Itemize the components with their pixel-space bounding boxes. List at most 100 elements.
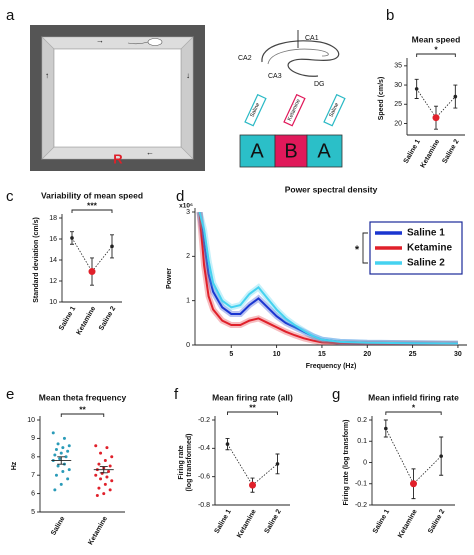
significance-bracket — [60, 413, 105, 417]
y-tick-label: 2 — [186, 253, 190, 260]
mean-point — [70, 236, 74, 240]
data-point — [110, 479, 114, 483]
syringe-label: Saline — [328, 102, 340, 118]
syringe — [244, 93, 267, 127]
mean-point — [453, 94, 458, 99]
data-point — [64, 455, 68, 459]
data-point — [67, 468, 71, 472]
y-tick-label: -0.4 — [198, 445, 210, 452]
series-line — [198, 212, 458, 345]
marker: R — [113, 151, 123, 166]
data-point — [59, 451, 63, 455]
y-tick-label: 18 — [49, 215, 57, 222]
x-axis-label: Frequency (Hz) — [306, 363, 357, 370]
arrow: ← — [146, 148, 154, 157]
y-tick-label: 0.2 — [357, 417, 367, 424]
panel-label: f — [174, 386, 179, 403]
y-tick-label: 6 — [31, 490, 35, 497]
x-tick-label: Ketamine — [76, 305, 98, 336]
data-point — [103, 458, 107, 462]
x-tick-label: Saline 2 — [98, 305, 117, 332]
legend-label: Ketamine — [407, 243, 452, 254]
data-point — [105, 446, 109, 450]
x-tick-label: Ketamine — [87, 515, 109, 546]
syringe — [283, 93, 306, 127]
x-tick-label: Saline 2 — [427, 508, 446, 535]
syringe — [323, 93, 346, 127]
y-axis-label: Hz — [11, 461, 18, 470]
series-line — [198, 212, 458, 345]
region-label: CA2 — [238, 55, 252, 62]
x-tick-label: Saline 2 — [264, 508, 283, 535]
mean-point — [414, 87, 419, 91]
y-tick-label: 10 — [49, 299, 57, 306]
chart-title: Mean theta frequency — [39, 392, 127, 402]
x-tick-label: 25 — [409, 351, 417, 358]
mean-point — [225, 442, 230, 446]
arena-edge — [41, 36, 55, 160]
significance-bracket — [385, 411, 442, 415]
y-tick-label: 3 — [186, 209, 190, 216]
syringes: Saline Ketamine Saline — [244, 93, 346, 127]
y-tick-label: 7 — [31, 472, 35, 479]
data-point — [99, 451, 103, 455]
phase-box — [306, 134, 343, 168]
region-label: CA3 — [268, 73, 282, 80]
data-point — [110, 455, 114, 459]
rat-tail — [127, 41, 149, 45]
y-tick-label: 0 — [363, 459, 367, 466]
chart-title: Mean firing rate (all) — [212, 392, 293, 402]
significance-bracket — [362, 232, 368, 264]
arena-edge — [41, 36, 194, 50]
data-point — [102, 492, 106, 496]
x-tick-label: Saline 1 — [403, 138, 422, 165]
data-point — [103, 482, 107, 486]
y-tick-label: 30 — [394, 82, 402, 89]
chart-title: Mean speed — [412, 34, 461, 44]
multiplier: x10⁶ — [179, 203, 193, 210]
y-axis-label: (log transformed) — [186, 434, 193, 492]
data-point — [97, 486, 101, 490]
x-tick-label: 15 — [318, 351, 326, 358]
y-axis-label: Firing rate — [178, 445, 185, 479]
significance-bracket — [227, 411, 278, 415]
data-point — [58, 457, 62, 461]
arrow: ↑ — [45, 71, 49, 80]
y-tick-label: 8 — [31, 454, 35, 461]
data-point — [99, 477, 103, 481]
x-tick-label: 5 — [229, 351, 233, 358]
x-tick-label: Saline 1 — [372, 508, 391, 535]
mean-point — [439, 454, 443, 458]
x-tick-label: Saline 1 — [214, 508, 233, 535]
data-point — [66, 449, 70, 453]
data-point — [67, 444, 71, 448]
annotation: ** — [249, 402, 256, 412]
mean-point — [110, 244, 114, 249]
panel-label: b — [386, 7, 394, 24]
data-point — [56, 464, 60, 468]
y-tick-label: 20 — [394, 120, 402, 127]
x-tick-label: Saline 2 — [441, 138, 460, 165]
mean-point — [384, 426, 388, 431]
y-tick-label: -0.2 — [198, 417, 210, 424]
error-bar — [57, 456, 66, 465]
y-tick-label: -0.8 — [198, 502, 210, 509]
arena-edge — [180, 36, 194, 160]
data-point — [94, 473, 98, 477]
panel-label: a — [6, 7, 15, 24]
mean-point — [249, 481, 256, 489]
y-tick-label: 35 — [394, 63, 402, 70]
data-point — [108, 464, 112, 468]
mean-point — [275, 462, 280, 466]
y-axis-label: Power — [166, 268, 173, 289]
y-tick-label: 10 — [27, 417, 35, 424]
y-tick-label: 0 — [186, 342, 190, 349]
panel-label: d — [176, 188, 184, 205]
annotation: * — [412, 402, 416, 412]
rat — [147, 38, 163, 46]
annotation: * — [355, 244, 360, 256]
x-tick-label: 10 — [273, 351, 281, 358]
y-axis-label: Standard deviation (cm/s) — [33, 217, 40, 303]
region-label: DG — [314, 81, 325, 88]
